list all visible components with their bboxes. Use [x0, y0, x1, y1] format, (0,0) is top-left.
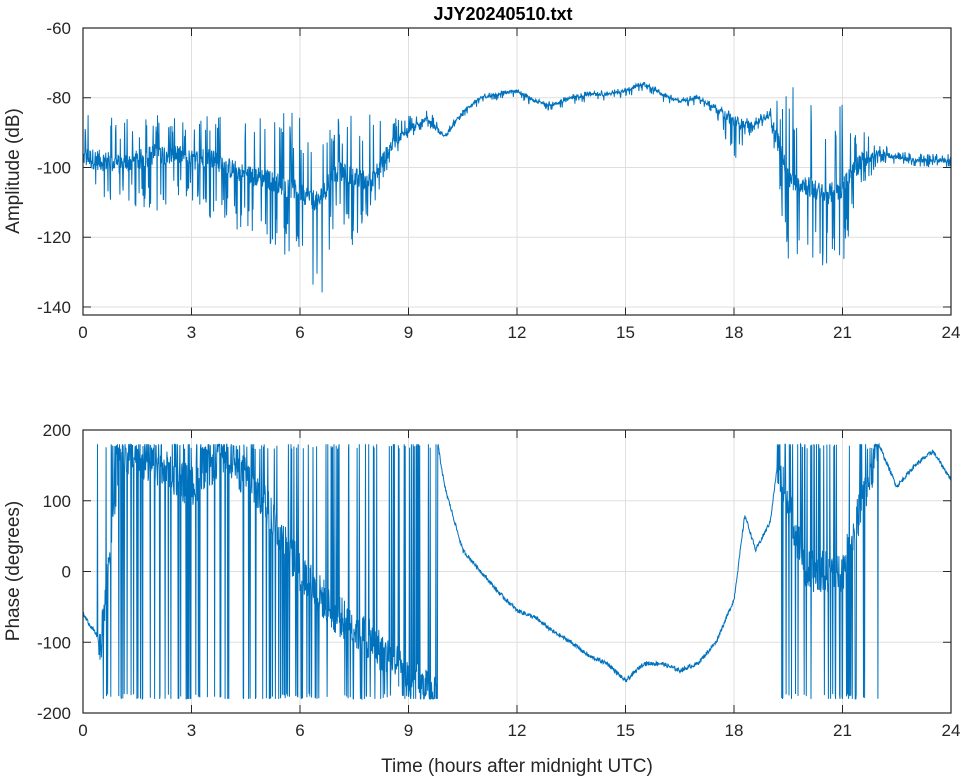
y-tick-label: 0 [62, 563, 71, 582]
x-tick-label: 6 [295, 323, 304, 342]
x-tick-label: 21 [833, 323, 852, 342]
chart-title: JJY20240510.txt [433, 4, 572, 24]
x-tick-label: 21 [833, 721, 852, 740]
phase-axes: 0 3 6 9 12 15 18 21 24 200 100 0 -100 -200 [37, 421, 960, 740]
y-tick-label: -80 [46, 89, 71, 108]
x-tick-label: 15 [616, 323, 635, 342]
x-tick-label: 24 [942, 323, 961, 342]
y-tick-label: 100 [43, 492, 71, 511]
x-tick-label: 9 [404, 323, 413, 342]
x-tick-label: 0 [78, 721, 87, 740]
axes-box [82, 429, 952, 714]
y-tick-label: -100 [37, 633, 71, 652]
amplitude-series-line [82, 81, 952, 293]
y-tick-label: -60 [46, 19, 71, 38]
x-tick-label: 18 [725, 721, 744, 740]
phase-y-label: Phase (degrees) [3, 501, 24, 641]
y-tick-label: 200 [43, 421, 71, 440]
x-tick-label: 6 [295, 721, 304, 740]
x-tick-label: 15 [616, 721, 635, 740]
x-tick-label: 3 [187, 323, 196, 342]
amplitude-y-label: Amplitude (dB) [3, 108, 24, 234]
y-tick-label: -200 [37, 704, 71, 723]
x-axis-label: Time (hours after midnight UTC) [381, 756, 653, 777]
x-tick-label: 3 [187, 721, 196, 740]
phase-series-line [82, 442, 952, 701]
x-tick-label: 24 [942, 721, 961, 740]
axes-box [82, 27, 952, 316]
x-tick-label: 12 [508, 721, 527, 740]
x-tick-label: 12 [508, 323, 527, 342]
x-tick-label: 18 [725, 323, 744, 342]
y-tick-label: -100 [37, 158, 71, 177]
y-tick-label: -140 [37, 298, 71, 317]
x-tick-label: 9 [404, 721, 413, 740]
amplitude-axes: 0 3 6 9 12 15 18 21 24 -60 -80 -100 -120 -140 [37, 19, 960, 342]
y-tick-label: -120 [37, 228, 71, 247]
x-tick-label: 0 [78, 323, 87, 342]
